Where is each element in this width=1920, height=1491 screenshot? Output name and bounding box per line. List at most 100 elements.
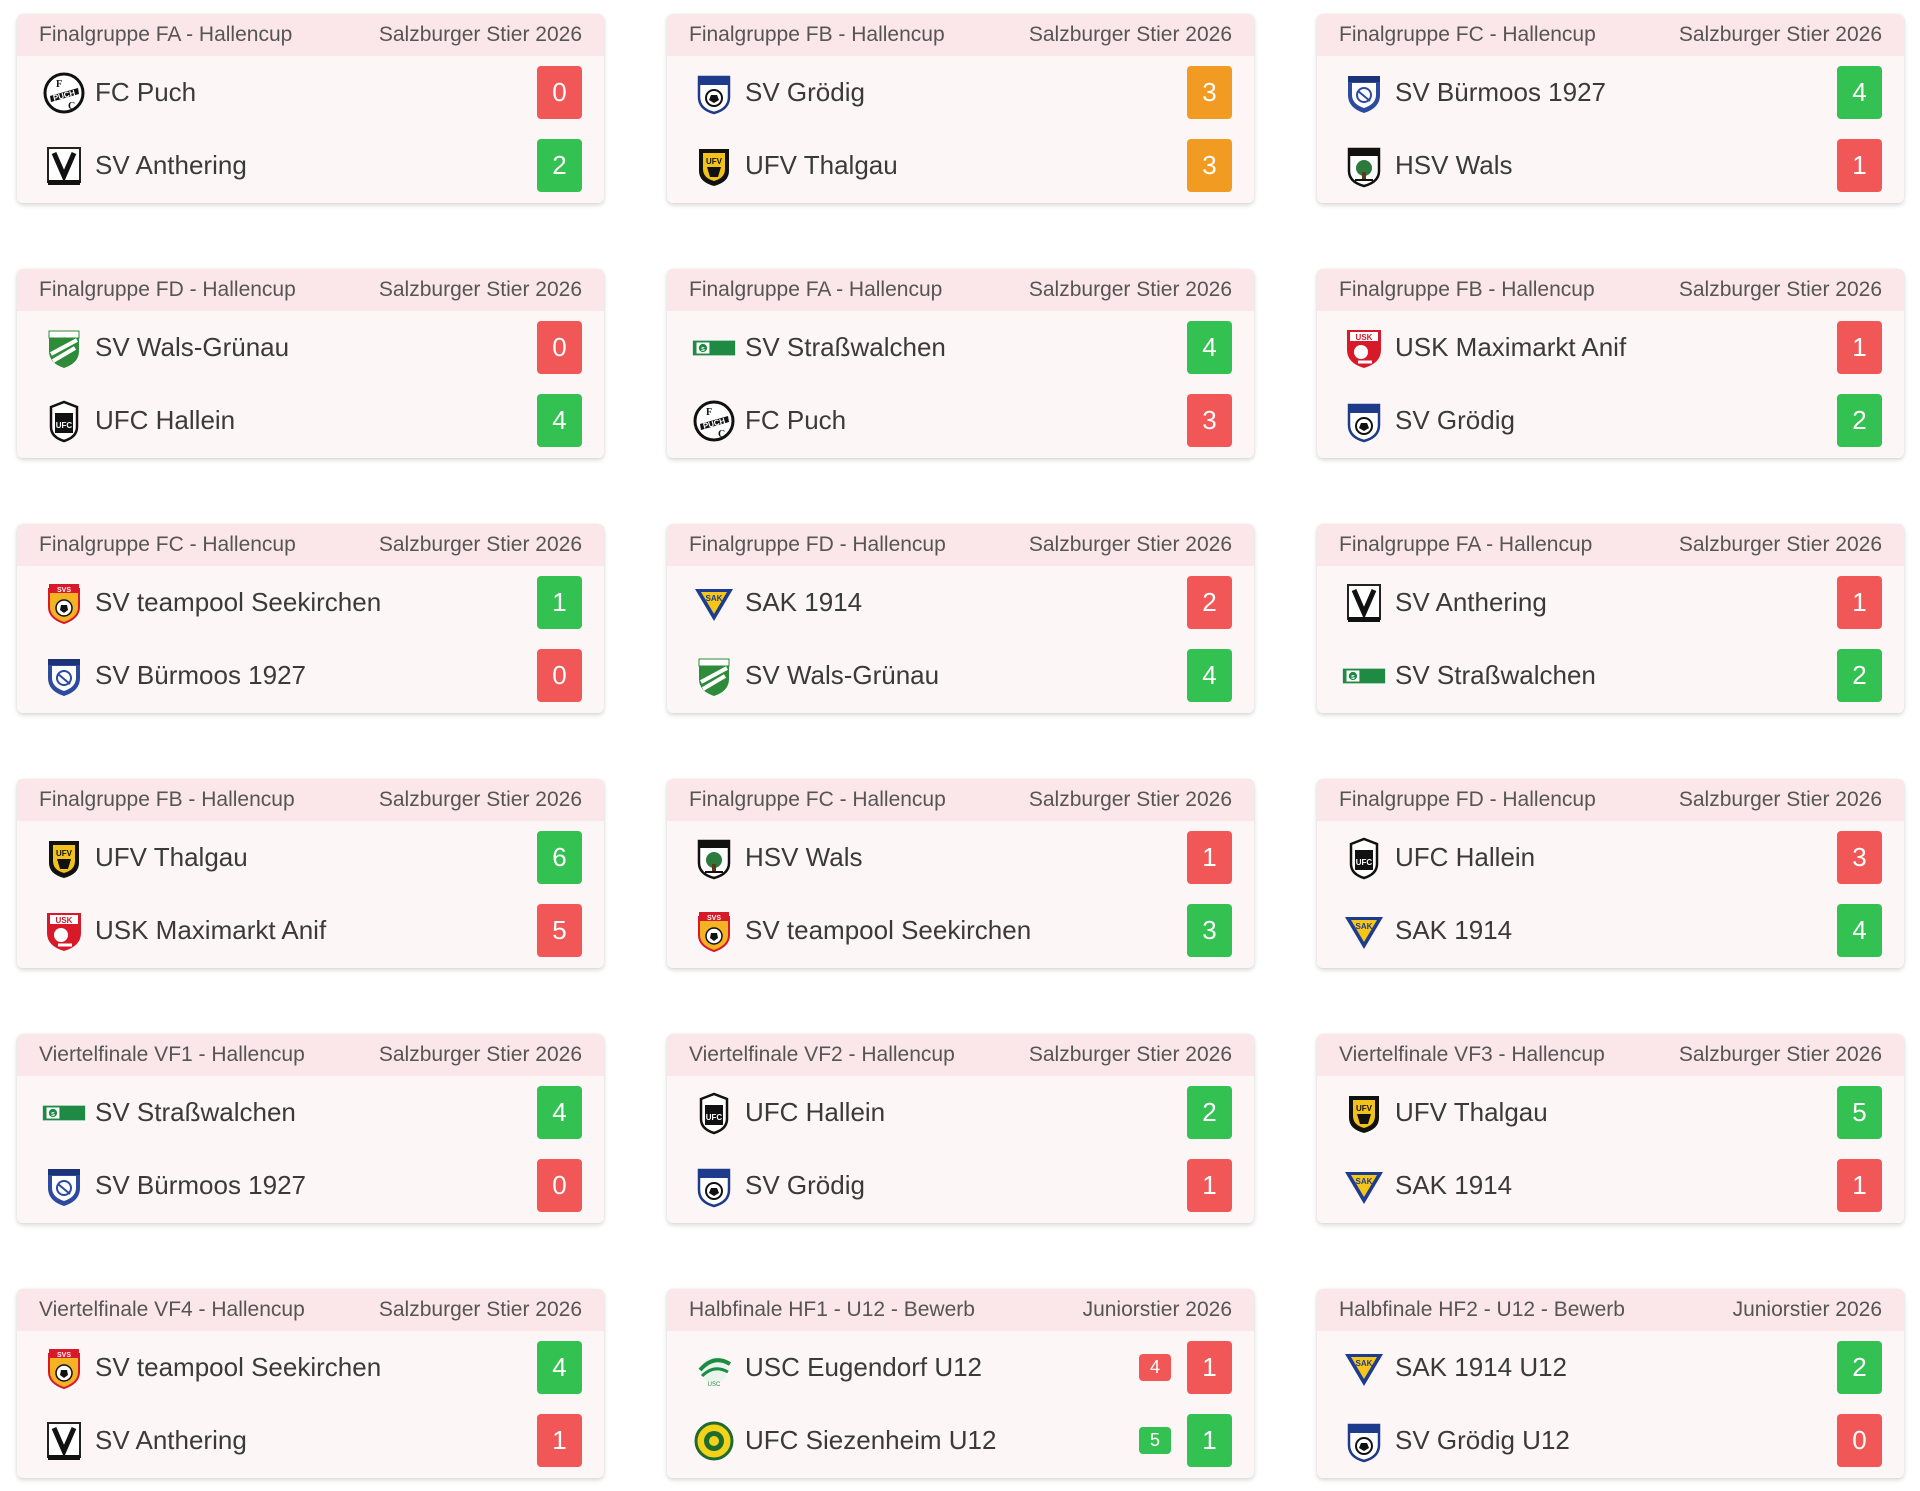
home-team-row[interactable]: S SV Straßwalchen 4 bbox=[667, 311, 1254, 384]
fc-puch-crest-icon: PUCH F C bbox=[691, 398, 737, 444]
score-badge: 0 bbox=[537, 321, 582, 374]
match-card-body: SVS SV teampool Seekirchen 1 SV Bürmoos 192… bbox=[17, 566, 604, 713]
match-card-body: S SV Straßwalchen 4 PUCH F C FC Puch 3 bbox=[667, 311, 1254, 458]
home-team-row[interactable]: SAK SAK 1914 2 bbox=[667, 566, 1254, 639]
away-team-row[interactable]: SV Grödig U12 0 bbox=[1317, 1404, 1904, 1477]
home-team-row[interactable]: USC USC Eugendorf U12 4 1 bbox=[667, 1331, 1254, 1404]
away-team-row[interactable]: SV Bürmoos 1927 0 bbox=[17, 1149, 604, 1222]
sv-anthering-crest-icon bbox=[41, 143, 87, 189]
svg-text:SAK: SAK bbox=[1356, 1359, 1373, 1368]
event-name-label: Salzburger Stier 2026 bbox=[1028, 278, 1232, 301]
svg-text:USC: USC bbox=[708, 1382, 721, 1388]
sv-groedig-crest-icon bbox=[1341, 1418, 1387, 1464]
match-card[interactable]: Finalgruppe FC - Hallencup Salzburger Sti… bbox=[667, 779, 1254, 968]
match-card-body: UFC UFC Hallein 2 SV Grödig 1 bbox=[667, 1076, 1254, 1223]
team-name: UFV Thalgau bbox=[95, 842, 248, 872]
match-card-header: Finalgruppe FA - Hallencup Salzburger Sti… bbox=[17, 14, 604, 56]
match-group-label: Finalgruppe FD - Hallencup bbox=[1339, 788, 1596, 811]
score-badge: 0 bbox=[537, 649, 582, 702]
match-card[interactable]: Finalgruppe FC - Hallencup Salzburger Sti… bbox=[17, 524, 604, 713]
away-team-row[interactable]: SAK SAK 1914 1 bbox=[1317, 1149, 1904, 1222]
home-team-row[interactable]: SV Anthering 1 bbox=[1317, 566, 1904, 639]
away-team-row[interactable]: HSV Wals 1 bbox=[1317, 129, 1904, 202]
home-team-row[interactable]: SVS SV teampool Seekirchen 4 bbox=[17, 1331, 604, 1404]
match-card-header: Halbfinale HF2 - U12 - Bewerb Juniorstier… bbox=[1317, 1289, 1904, 1331]
team-name: SAK 1914 bbox=[745, 587, 863, 617]
home-team-row[interactable]: SVS SV teampool Seekirchen 1 bbox=[17, 566, 604, 639]
event-name-label: Salzburger Stier 2026 bbox=[1028, 533, 1232, 556]
away-team-row[interactable]: USK USK Maximarkt Anif 5 bbox=[17, 894, 604, 967]
match-group-label: Finalgruppe FD - Hallencup bbox=[39, 278, 296, 301]
score-badge: 4 bbox=[1187, 649, 1232, 702]
match-card[interactable]: Finalgruppe FD - Hallencup Salzburger Sti… bbox=[17, 269, 604, 458]
away-team-row[interactable]: PUCH F C FC Puch 3 bbox=[667, 384, 1254, 457]
home-team-row[interactable]: SV Bürmoos 1927 4 bbox=[1317, 56, 1904, 129]
away-team-row[interactable]: SV Grödig 2 bbox=[1317, 384, 1904, 457]
away-team-row[interactable]: SV Bürmoos 1927 0 bbox=[17, 639, 604, 712]
match-card[interactable]: Viertelfinale VF4 - Hallencup Salzburger … bbox=[17, 1289, 604, 1478]
away-team-row[interactable]: UFC Siezenheim U12 5 1 bbox=[667, 1404, 1254, 1477]
match-card[interactable]: Halbfinale HF1 - U12 - Bewerb Juniorstier… bbox=[667, 1289, 1254, 1478]
event-name-label: Salzburger Stier 2026 bbox=[378, 1043, 582, 1066]
hsv-wals-crest-icon bbox=[691, 835, 737, 881]
away-team-row[interactable]: SVS SV teampool Seekirchen 3 bbox=[667, 894, 1254, 967]
match-card[interactable]: Finalgruppe FC - Hallencup Salzburger Sti… bbox=[1317, 14, 1904, 203]
away-team-row[interactable]: UFC UFC Hallein 4 bbox=[17, 384, 604, 457]
score-badge: 2 bbox=[1837, 1341, 1882, 1394]
team-name: FC Puch bbox=[95, 77, 197, 107]
away-team-row[interactable]: SV Anthering 1 bbox=[17, 1404, 604, 1477]
hsv-wals-crest-icon bbox=[1341, 143, 1387, 189]
match-card-header: Viertelfinale VF4 - Hallencup Salzburger … bbox=[17, 1289, 604, 1331]
match-card-header: Finalgruppe FD - Hallencup Salzburger Sti… bbox=[17, 269, 604, 311]
match-card[interactable]: Finalgruppe FB - Hallencup Salzburger Sti… bbox=[667, 14, 1254, 203]
score-badge: 3 bbox=[1187, 394, 1232, 447]
match-card-body: USC USC Eugendorf U12 4 1 UFC Siezenheim U12… bbox=[667, 1331, 1254, 1478]
home-team-row[interactable]: SAK SAK 1914 U12 2 bbox=[1317, 1331, 1904, 1404]
score-badge: 5 bbox=[1837, 1086, 1882, 1139]
away-team-row[interactable]: S SV Straßwalchen 2 bbox=[1317, 639, 1904, 712]
match-card[interactable]: Halbfinale HF2 - U12 - Bewerb Juniorstier… bbox=[1317, 1289, 1904, 1478]
team-name: USK Maximarkt Anif bbox=[95, 915, 327, 945]
ufc-siezenheim-crest-icon bbox=[691, 1418, 737, 1464]
home-team-row[interactable]: S SV Straßwalchen 4 bbox=[17, 1076, 604, 1149]
away-team-row[interactable]: UFV UFV Thalgau 3 bbox=[667, 129, 1254, 202]
match-card[interactable]: Viertelfinale VF2 - Hallencup Salzburger … bbox=[667, 1034, 1254, 1223]
team-name: USK Maximarkt Anif bbox=[1395, 332, 1627, 362]
score-badge: 1 bbox=[1837, 576, 1882, 629]
away-team-row[interactable]: SV Anthering 2 bbox=[17, 129, 604, 202]
team-name: SV Straßwalchen bbox=[95, 1097, 296, 1127]
event-name-label: Salzburger Stier 2026 bbox=[1678, 788, 1882, 811]
home-team-row[interactable]: UFC UFC Hallein 3 bbox=[1317, 821, 1904, 894]
home-team-row[interactable]: UFC UFC Hallein 2 bbox=[667, 1076, 1254, 1149]
match-card-header: Finalgruppe FC - Hallencup Salzburger Sti… bbox=[667, 779, 1254, 821]
match-card[interactable]: Finalgruppe FB - Hallencup Salzburger Sti… bbox=[17, 779, 604, 968]
home-team-row[interactable]: USK USK Maximarkt Anif 1 bbox=[1317, 311, 1904, 384]
match-card[interactable]: Viertelfinale VF1 - Hallencup Salzburger … bbox=[17, 1034, 604, 1223]
match-card-header: Viertelfinale VF1 - Hallencup Salzburger … bbox=[17, 1034, 604, 1076]
home-team-row[interactable]: UFV UFV Thalgau 6 bbox=[17, 821, 604, 894]
match-card[interactable]: Finalgruppe FA - Hallencup Salzburger Sti… bbox=[1317, 524, 1904, 713]
away-team-row[interactable]: SV Grödig 1 bbox=[667, 1149, 1254, 1222]
home-team-row[interactable]: SV Wals-Grünau 0 bbox=[17, 311, 604, 384]
home-team-row[interactable]: PUCH F C FC Puch 0 bbox=[17, 56, 604, 129]
match-card[interactable]: Viertelfinale VF3 - Hallencup Salzburger … bbox=[1317, 1034, 1904, 1223]
away-team-row[interactable]: SAK SAK 1914 4 bbox=[1317, 894, 1904, 967]
sv-seekirchen-crest-icon: SVS bbox=[41, 1345, 87, 1391]
score-badge: 1 bbox=[1837, 321, 1882, 374]
sv-strasswalchen-crest-icon: S bbox=[1341, 653, 1387, 699]
home-team-row[interactable]: HSV Wals 1 bbox=[667, 821, 1254, 894]
home-team-row[interactable]: UFV UFV Thalgau 5 bbox=[1317, 1076, 1904, 1149]
team-name: UFC Hallein bbox=[745, 1097, 886, 1127]
svg-text:UFC: UFC bbox=[1356, 858, 1373, 867]
team-name: HSV Wals bbox=[1395, 150, 1513, 180]
svg-text:F: F bbox=[706, 407, 712, 418]
match-card[interactable]: Finalgruppe FD - Hallencup Salzburger Sti… bbox=[667, 524, 1254, 713]
home-team-row[interactable]: SV Grödig 3 bbox=[667, 56, 1254, 129]
match-card[interactable]: Finalgruppe FA - Hallencup Salzburger Sti… bbox=[667, 269, 1254, 458]
svg-text:SVS: SVS bbox=[707, 915, 721, 922]
event-name-label: Salzburger Stier 2026 bbox=[1028, 1043, 1232, 1066]
match-card[interactable]: Finalgruppe FD - Hallencup Salzburger Sti… bbox=[1317, 779, 1904, 968]
away-team-row[interactable]: SV Wals-Grünau 4 bbox=[667, 639, 1254, 712]
match-card[interactable]: Finalgruppe FB - Hallencup Salzburger Sti… bbox=[1317, 269, 1904, 458]
match-card[interactable]: Finalgruppe FA - Hallencup Salzburger Sti… bbox=[17, 14, 604, 203]
